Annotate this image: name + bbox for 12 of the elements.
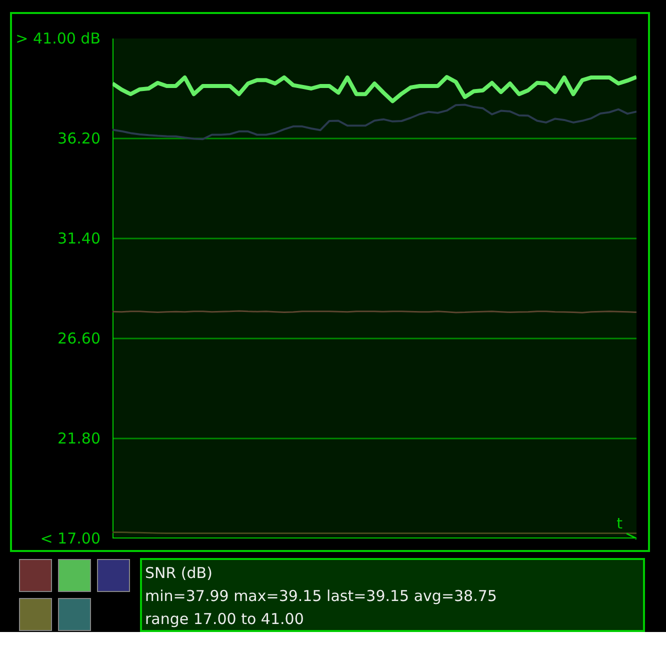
x-axis-title: t — [616, 514, 623, 532]
y-tick-label: 21.80 — [58, 430, 101, 448]
y-tick-label: < 17.00 — [40, 530, 101, 548]
line-series — [112, 75, 636, 104]
y-tick-label: > 41.00 dB — [16, 30, 100, 48]
text: SNR (dB) — [145, 564, 212, 582]
y-tick-label: 26.60 — [58, 330, 101, 348]
y-tick-label: 31.40 — [58, 230, 101, 248]
text: range 17.00 to 41.00 — [145, 610, 304, 628]
line-series — [112, 104, 636, 140]
text: min=37.99 max=39.15 last=39.15 avg=38.75 — [145, 587, 497, 605]
y-tick-label: 36.20 — [58, 130, 101, 148]
